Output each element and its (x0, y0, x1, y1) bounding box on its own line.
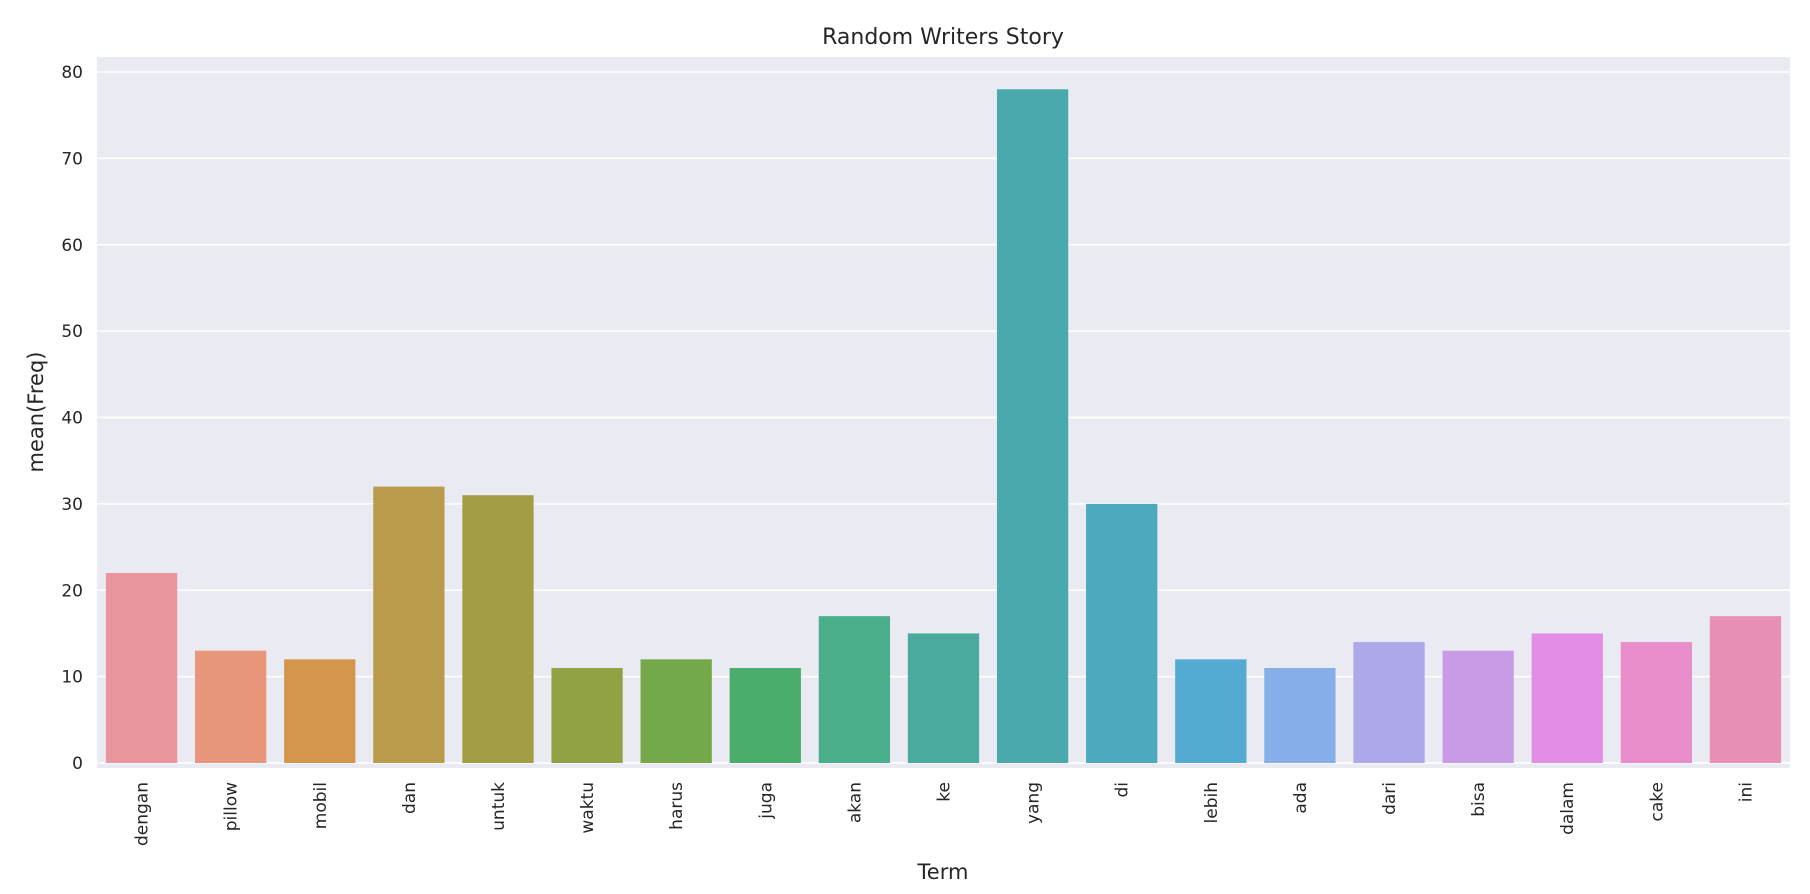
x-tick-label: di (1113, 782, 1133, 798)
x-tick-label: akan (845, 782, 865, 823)
x-tick-label: mobil (311, 782, 331, 829)
y-tick-label: 30 (61, 495, 83, 515)
chart-title: Random Writers Story (822, 25, 1064, 50)
bar-mobil (284, 659, 356, 763)
x-tick-label: dengan (133, 782, 153, 846)
y-tick-label: 20 (61, 581, 83, 601)
x-tick-label: dari (1380, 782, 1400, 815)
bar-pillow (195, 650, 267, 763)
x-tick-label: ke (935, 782, 955, 802)
bar-akan (818, 616, 891, 763)
x-tick-label: pillow (222, 782, 242, 831)
x-tick-label: ada (1291, 782, 1311, 814)
bars (105, 89, 1782, 763)
x-tick-label: ini (1736, 782, 1756, 802)
y-tick-label: 0 (72, 754, 83, 774)
x-tick-label: dan (400, 782, 420, 814)
x-tick-label: bisa (1469, 782, 1489, 817)
x-tick-label: harus (667, 782, 687, 830)
bar-di (1086, 503, 1158, 763)
bar-bisa (1442, 650, 1514, 763)
bar-dengan (105, 572, 178, 763)
bar-yang (996, 89, 1069, 763)
bar-dalam (1531, 633, 1603, 763)
x-tick-labels: dengan pillow mobil dan untuk waktu harus juga a… (133, 782, 1757, 846)
bar-juga (729, 667, 801, 763)
y-tick-label: 80 (61, 63, 83, 83)
x-tick-label: untuk (489, 782, 509, 831)
y-tick-label: 70 (61, 149, 83, 169)
x-tick-label: dalam (1558, 782, 1578, 835)
x-tick-label: juga (756, 782, 776, 820)
x-tick-label: cake (1647, 782, 1667, 821)
bar-untuk (462, 495, 534, 763)
y-tick-label: 60 (61, 236, 83, 256)
bar-ke (907, 633, 980, 763)
x-axis-title: Term (917, 860, 969, 884)
x-tick-label: yang (1024, 782, 1044, 824)
bar-ini (1709, 616, 1782, 763)
bar-dan (373, 486, 445, 763)
bar-cake (1620, 642, 1692, 763)
y-tick-labels: 0 10 20 30 40 50 60 70 80 (61, 63, 83, 774)
x-tick-label: lebih (1202, 782, 1222, 823)
y-tick-label: 40 (61, 409, 83, 429)
y-tick-label: 10 (61, 668, 83, 688)
x-tick-label: waktu (578, 782, 598, 834)
y-tick-label: 50 (61, 322, 83, 342)
bar-harus (640, 659, 712, 763)
y-axis-title: mean(Freq) (24, 352, 48, 473)
bar-lebih (1175, 659, 1247, 763)
bar-dari (1353, 642, 1425, 763)
bar-waktu (551, 667, 623, 763)
bar-ada (1264, 667, 1336, 763)
